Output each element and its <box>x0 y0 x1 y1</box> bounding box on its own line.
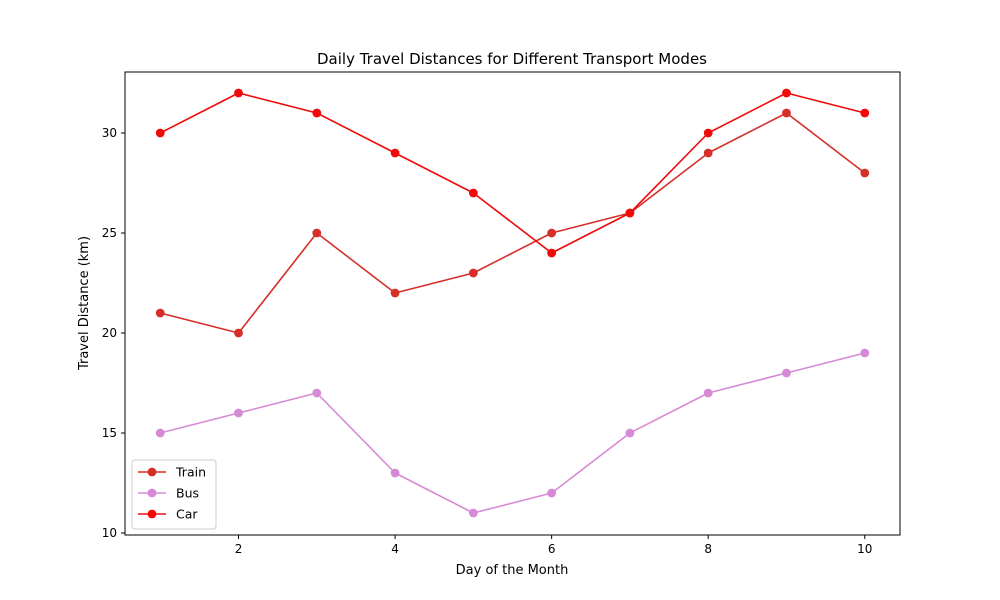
data-point-train <box>547 228 557 238</box>
y-tick-label: 20 <box>102 326 117 340</box>
legend-marker-train <box>147 467 157 477</box>
y-axis-label: Travel Distance (km) <box>77 236 92 371</box>
legend-label-car: Car <box>176 507 198 522</box>
x-tick-label: 4 <box>391 542 399 556</box>
data-point-car <box>860 108 870 118</box>
x-tick-label: 2 <box>235 542 243 556</box>
data-point-car <box>234 88 243 98</box>
data-point-train <box>703 148 713 158</box>
plot-area: 2 4 6 8 10 10 15 20 25 30 <box>102 71 901 556</box>
data-point-train <box>468 268 478 278</box>
data-point-train <box>782 108 791 118</box>
series-line-train <box>160 112 866 334</box>
data-point-bus <box>860 348 870 358</box>
data-point-train <box>312 228 322 238</box>
data-point-car <box>547 248 557 258</box>
data-point-car <box>782 88 791 98</box>
data-point-car <box>703 128 713 138</box>
x-tick-label: 10 <box>857 542 872 556</box>
data-point-bus <box>312 388 322 398</box>
legend-marker-bus <box>147 488 157 498</box>
data-point-car <box>155 128 165 138</box>
data-point-car <box>625 208 635 218</box>
data-point-bus <box>703 388 713 398</box>
data-point-car <box>468 188 478 198</box>
x-tick-label: 8 <box>704 542 712 556</box>
legend-marker-car <box>147 509 157 519</box>
legend-label-train: Train <box>175 465 206 480</box>
data-point-bus <box>234 408 243 418</box>
data-point-train <box>155 308 165 318</box>
chart-title: Daily Travel Distances for Different Tra… <box>317 50 707 68</box>
data-point-bus <box>782 368 791 378</box>
y-tick-label: 10 <box>102 526 117 540</box>
legend: Train Bus Car <box>131 459 217 530</box>
series-line-car <box>159 92 865 254</box>
data-point-bus <box>547 488 557 498</box>
data-point-car <box>312 108 322 118</box>
data-point-bus <box>155 428 165 438</box>
data-point-bus <box>468 508 478 518</box>
data-point-bus <box>625 428 635 438</box>
data-point-train <box>234 328 243 338</box>
y-tick-label: 30 <box>102 126 117 140</box>
data-point-bus <box>390 468 400 478</box>
x-axis-label: Day of the Month <box>456 563 569 578</box>
y-tick-label: 25 <box>102 226 117 240</box>
y-tick-label: 15 <box>102 426 117 440</box>
x-tick-label: 6 <box>548 542 556 556</box>
series-line-bus <box>160 352 865 514</box>
data-point-car <box>390 148 400 158</box>
data-point-train <box>390 288 400 298</box>
data-point-train <box>860 168 870 178</box>
legend-label-bus: Bus <box>176 486 199 501</box>
plot-frame <box>124 71 901 536</box>
